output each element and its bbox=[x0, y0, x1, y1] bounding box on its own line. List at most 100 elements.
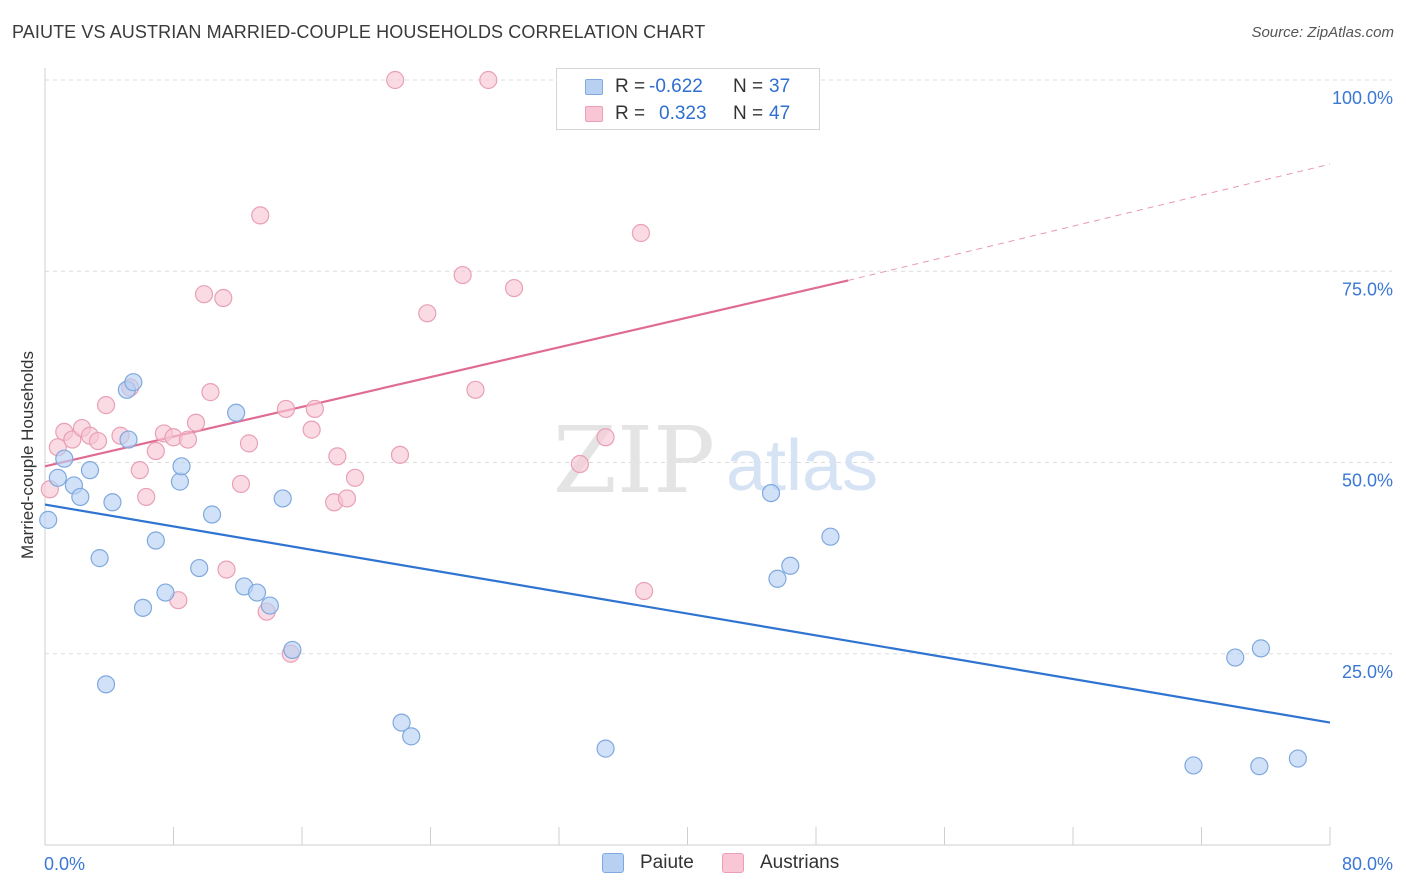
paiute-point bbox=[202, 505, 222, 524]
austrians-point bbox=[302, 420, 321, 439]
austrians-point bbox=[305, 399, 324, 419]
r-value: 0.323 bbox=[659, 103, 707, 124]
paiute-point bbox=[781, 556, 800, 575]
y-tick-label: 75.0% bbox=[1342, 279, 1393, 299]
paiute-point bbox=[156, 583, 175, 602]
paiute-point bbox=[103, 493, 122, 512]
paiute-point bbox=[392, 713, 411, 732]
austrians-point bbox=[186, 413, 206, 432]
austrians-point bbox=[570, 454, 589, 474]
paiute-point bbox=[1184, 756, 1203, 775]
paiute-point bbox=[90, 549, 109, 568]
austrians-point bbox=[635, 581, 654, 601]
austrians-point bbox=[201, 383, 220, 402]
austrians-point bbox=[418, 304, 437, 323]
paiute-point bbox=[402, 727, 421, 746]
austrians-point bbox=[194, 285, 214, 304]
austrians-point bbox=[328, 447, 347, 466]
austrians-point bbox=[345, 468, 365, 487]
austrians-swatch bbox=[585, 106, 603, 122]
chart-title: PAIUTE VS AUSTRIAN MARRIED-COUPLE HOUSEH… bbox=[12, 22, 706, 42]
austrians-point bbox=[231, 474, 251, 494]
austrians-point bbox=[631, 223, 651, 243]
austrians-point bbox=[217, 560, 236, 579]
gridlines bbox=[45, 79, 1392, 655]
austrians-point bbox=[596, 428, 615, 447]
paiute-point bbox=[39, 510, 58, 529]
austrians-point bbox=[453, 265, 472, 285]
austrians-point bbox=[386, 70, 405, 90]
paiute-point bbox=[260, 596, 279, 615]
y-tick-label: 25.0% bbox=[1342, 662, 1393, 682]
austrians-point bbox=[214, 288, 233, 308]
paiute-point bbox=[1251, 639, 1271, 658]
austrians-point bbox=[146, 441, 165, 461]
paiute-point bbox=[227, 403, 246, 422]
n-label: N = bbox=[733, 103, 764, 124]
paiute-trend-line bbox=[44, 503, 1331, 724]
n-value: 37 bbox=[769, 76, 791, 97]
paiute-point bbox=[170, 472, 190, 491]
paiute-point bbox=[821, 527, 840, 546]
paiute-point bbox=[172, 457, 191, 476]
paiute-swatch bbox=[585, 79, 603, 95]
paiute-point bbox=[119, 430, 138, 449]
paiute-point bbox=[1250, 757, 1269, 776]
tick-labels: 25.0% 50.0% 75.0% 100.0% 0.0% 80.0% bbox=[44, 88, 1393, 874]
austrians-point bbox=[251, 206, 270, 225]
paiute-point bbox=[283, 640, 302, 660]
series-legend: Paiute Austrians bbox=[0, 850, 1406, 878]
austrians-point bbox=[504, 278, 524, 298]
r-label: R = bbox=[615, 103, 646, 124]
paiute-point bbox=[768, 569, 787, 588]
legend-label: Paiute bbox=[640, 852, 694, 873]
paiute-legend-swatch bbox=[602, 853, 624, 873]
watermark-atlas: atlas bbox=[726, 426, 878, 506]
n-label: N = bbox=[733, 76, 764, 97]
paiute-point bbox=[55, 449, 74, 468]
paiute-point bbox=[133, 598, 153, 617]
x-tick-label: 80.0% bbox=[1342, 854, 1393, 874]
paiute-point bbox=[80, 461, 100, 480]
points bbox=[39, 70, 1307, 776]
paiute-point bbox=[247, 583, 267, 602]
paiute-point bbox=[596, 739, 615, 758]
legend-label: Austrians bbox=[760, 852, 840, 873]
watermark: ZIP atlas bbox=[553, 407, 878, 514]
austrians-point bbox=[466, 380, 485, 399]
austrians-point bbox=[479, 70, 498, 90]
paiute-point bbox=[146, 531, 165, 550]
r-label: R = bbox=[615, 76, 646, 97]
axes bbox=[44, 68, 1331, 846]
paiute-point bbox=[273, 489, 292, 508]
y-tick-label: 100.0% bbox=[1332, 88, 1393, 108]
austrians-point bbox=[178, 430, 198, 449]
n-value: 47 bbox=[769, 103, 791, 124]
austrians-point bbox=[337, 489, 357, 508]
paiute-point bbox=[1226, 648, 1245, 667]
austrians-point bbox=[137, 487, 156, 507]
austrians-point bbox=[96, 396, 116, 415]
austrians-point bbox=[276, 399, 296, 419]
paiute-point bbox=[190, 558, 209, 578]
stats-row-austrians: R = 0.323 N = 47 bbox=[557, 101, 819, 127]
paiute-point bbox=[761, 484, 781, 503]
source-credit: Source: ZipAtlas.com bbox=[1251, 24, 1394, 41]
x-tick-label: 0.0% bbox=[44, 854, 85, 874]
austrians-point bbox=[239, 434, 259, 453]
austrians-trend-extension bbox=[848, 163, 1331, 281]
paiute-point bbox=[71, 487, 90, 507]
y-tick-label: 50.0% bbox=[1342, 471, 1393, 491]
stats-legend: R = -0.622 N = 37 R = 0.323 N = 47 bbox=[556, 68, 820, 130]
paiute-point bbox=[124, 373, 143, 392]
stats-row-paiute: R = -0.622 N = 37 bbox=[557, 74, 819, 100]
r-value: -0.622 bbox=[649, 76, 703, 97]
paiute-point bbox=[96, 675, 116, 694]
paiute-point bbox=[48, 468, 67, 487]
paiute-point bbox=[1288, 749, 1307, 768]
austrians-point bbox=[130, 461, 149, 480]
austrians-point bbox=[88, 431, 108, 451]
austrians-point bbox=[390, 445, 410, 464]
austrians-legend-swatch bbox=[722, 853, 744, 873]
